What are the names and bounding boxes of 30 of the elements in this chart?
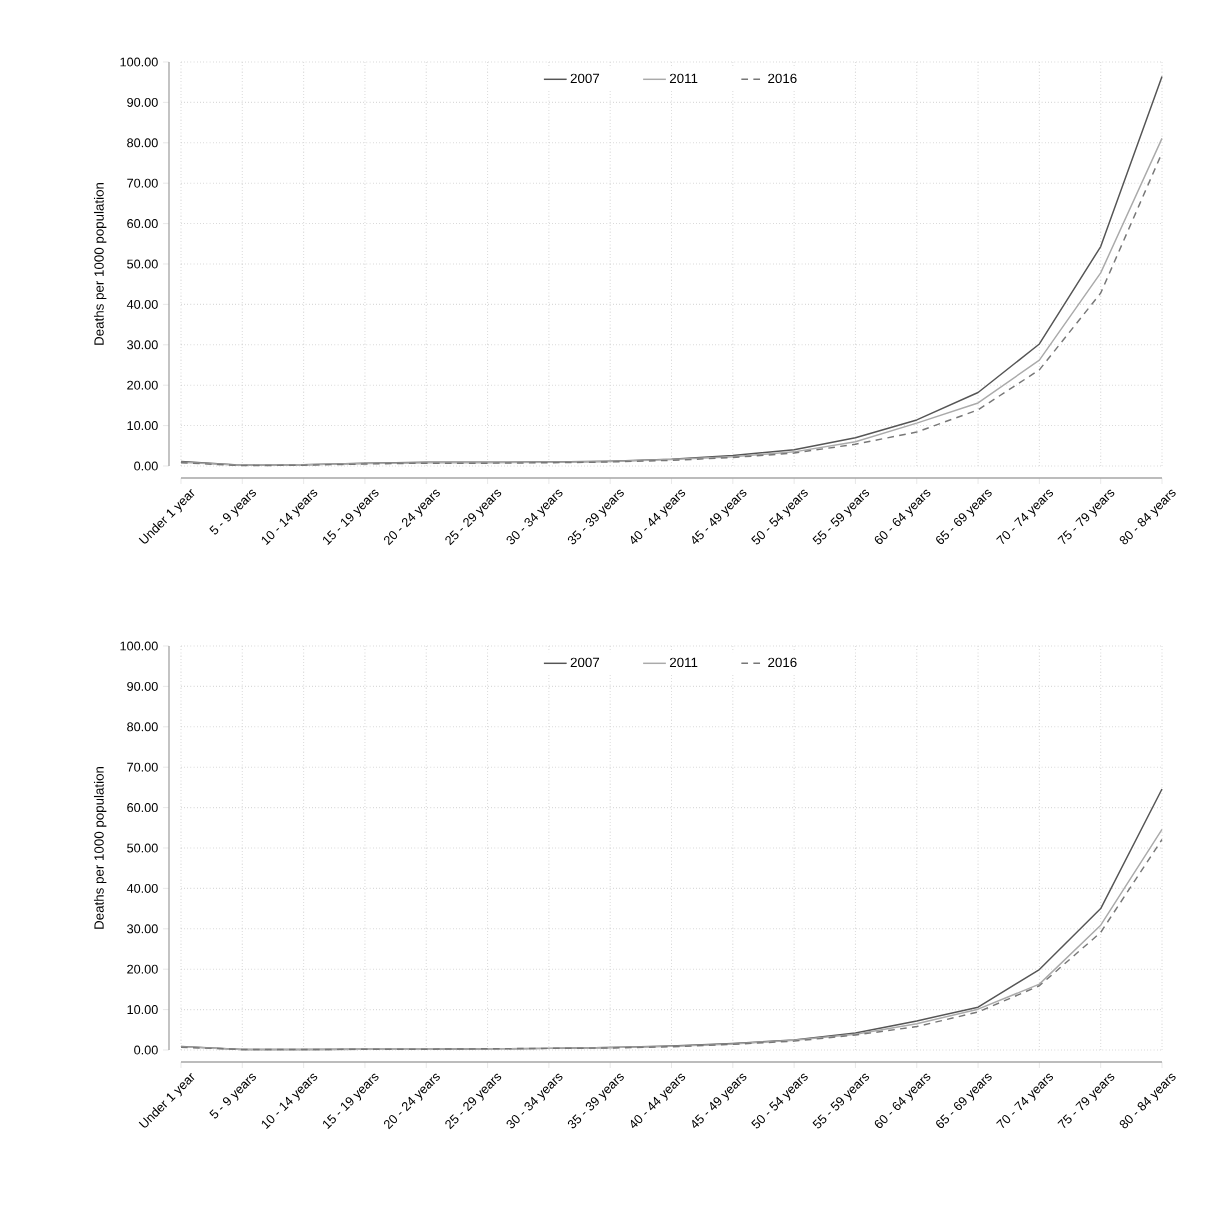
y-tick-label: 40.00 — [126, 299, 158, 309]
y-tick-label: 100.00 — [120, 57, 158, 67]
y-tick-label: 90.00 — [127, 97, 158, 107]
y-tick-label: 90.00 — [127, 681, 158, 691]
y-tick-label: 30.00 — [127, 340, 158, 350]
y-tick-label: 70.00 — [127, 762, 158, 772]
y-tick-label: 80.00 — [127, 722, 158, 732]
y-tick-label: 60.00 — [127, 803, 158, 813]
y-axis-title: Deaths per 1000 population — [93, 182, 107, 345]
legend-label: 2007 — [570, 657, 600, 668]
y-tick-label: 60.00 — [127, 219, 158, 229]
y-tick-label: 10.00 — [127, 421, 158, 431]
legend-label: 2016 — [768, 73, 797, 84]
y-tick-label: 20.00 — [127, 380, 158, 390]
legend-label: 2011 — [669, 657, 698, 668]
y-tick-label: 50.00 — [127, 259, 158, 269]
y-axis-title: Deaths per 1000 population — [93, 766, 107, 929]
y-tick-label: 10.00 — [127, 1005, 158, 1015]
legend-label: 2007 — [570, 73, 600, 84]
y-tick-label: 80.00 — [127, 138, 158, 148]
y-tick-label: 0.00 — [134, 1045, 158, 1055]
y-tick-label: 50.00 — [127, 843, 158, 853]
legend-label: 2011 — [669, 73, 698, 84]
y-tick-label: 30.00 — [127, 924, 158, 934]
y-tick-label: 20.00 — [127, 964, 158, 974]
y-tick-label: 40.00 — [126, 883, 158, 893]
legend-label: 2016 — [768, 657, 797, 668]
y-tick-label: 0.00 — [134, 461, 158, 471]
y-tick-label: 70.00 — [127, 178, 158, 188]
y-tick-label: 100.00 — [120, 641, 158, 651]
